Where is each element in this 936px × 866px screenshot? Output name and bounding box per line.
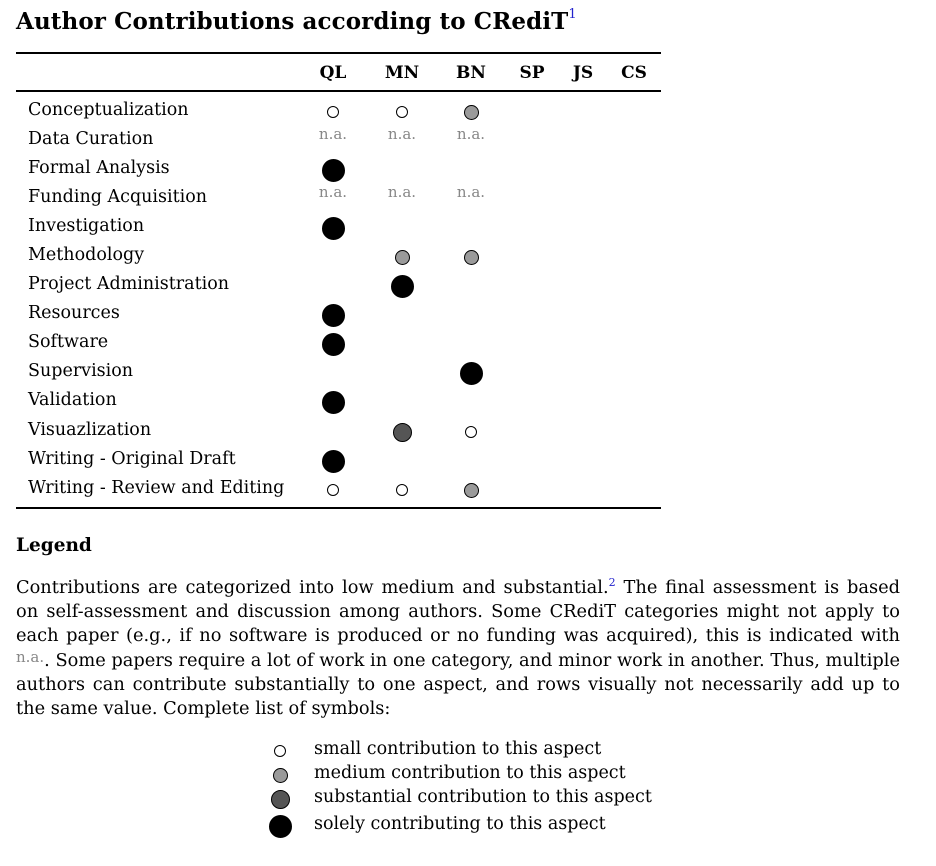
na-marker-inline: n.a. bbox=[16, 647, 45, 666]
small-contribution-dot bbox=[396, 106, 408, 118]
small-contribution-dot bbox=[327, 106, 339, 118]
legend-description: Contributions are categorized into low m… bbox=[16, 576, 900, 719]
row-label: Writing - Review and Editing bbox=[28, 478, 285, 498]
medium-symbol-icon bbox=[272, 767, 288, 783]
row-label: Formal Analysis bbox=[28, 158, 170, 178]
na-marker: n.a. bbox=[387, 125, 417, 143]
na-marker: n.a. bbox=[456, 125, 486, 143]
legend-footnote-marker[interactable]: 2 bbox=[608, 576, 616, 589]
column-header-sp: SP bbox=[519, 63, 545, 83]
small-contribution-dot bbox=[396, 484, 408, 496]
solely-contribution-dot bbox=[459, 361, 483, 385]
column-header-js: JS bbox=[572, 63, 594, 83]
solely-contribution-dot bbox=[321, 303, 345, 327]
na-marker: n.a. bbox=[387, 183, 417, 201]
column-header-cs: CS bbox=[621, 63, 647, 83]
symbol-label-solely: solely contributing to this aspect bbox=[314, 814, 606, 834]
column-header-ql: QL bbox=[319, 63, 347, 83]
row-label: Data Curation bbox=[28, 129, 154, 149]
substantial-contribution-dot bbox=[392, 422, 412, 442]
symbol-label-medium: medium contribution to this aspect bbox=[314, 763, 626, 783]
solely-symbol-icon bbox=[268, 814, 292, 838]
na-marker: n.a. bbox=[456, 183, 486, 201]
row-label: Writing - Original Draft bbox=[28, 449, 236, 469]
symbol-label-small: small contribution to this aspect bbox=[314, 739, 602, 759]
row-label: Visuazlization bbox=[28, 420, 152, 440]
na-marker: n.a. bbox=[318, 125, 348, 143]
row-label: Investigation bbox=[28, 216, 145, 236]
row-label: Resources bbox=[28, 303, 120, 323]
medium-contribution-dot bbox=[463, 482, 479, 498]
row-label: Conceptualization bbox=[28, 100, 189, 120]
small-symbol-icon bbox=[274, 745, 286, 757]
solely-contribution-dot bbox=[321, 216, 345, 240]
solely-contribution-dot bbox=[321, 449, 345, 473]
medium-contribution-dot bbox=[463, 249, 479, 265]
row-label: Funding Acquisition bbox=[28, 187, 208, 207]
row-label: Project Administration bbox=[28, 274, 230, 294]
substantial-symbol-icon bbox=[270, 789, 290, 809]
solely-contribution-dot bbox=[321, 158, 345, 182]
table-header-rule bbox=[16, 90, 661, 92]
row-label: Supervision bbox=[28, 361, 134, 381]
small-contribution-dot bbox=[327, 484, 339, 496]
legend-title: Legend bbox=[16, 535, 92, 556]
column-header-mn: MN bbox=[384, 63, 420, 83]
medium-contribution-dot bbox=[394, 249, 410, 265]
table-bottom-rule bbox=[16, 507, 661, 509]
table-top-rule bbox=[16, 52, 661, 54]
title-footnote-marker[interactable]: 1 bbox=[568, 7, 577, 23]
symbol-label-substantial: substantial contribution to this aspect bbox=[314, 787, 652, 807]
row-label: Methodology bbox=[28, 245, 145, 265]
solely-contribution-dot bbox=[390, 274, 414, 298]
row-label: Software bbox=[28, 332, 109, 352]
column-header-bn: BN bbox=[456, 63, 486, 83]
solely-contribution-dot bbox=[321, 332, 345, 356]
solely-contribution-dot bbox=[321, 390, 345, 414]
row-label: Validation bbox=[28, 390, 117, 410]
small-contribution-dot bbox=[465, 426, 477, 438]
na-marker: n.a. bbox=[318, 183, 348, 201]
page-title: Author Contributions according to CRediT… bbox=[16, 7, 577, 35]
medium-contribution-dot bbox=[463, 104, 479, 120]
